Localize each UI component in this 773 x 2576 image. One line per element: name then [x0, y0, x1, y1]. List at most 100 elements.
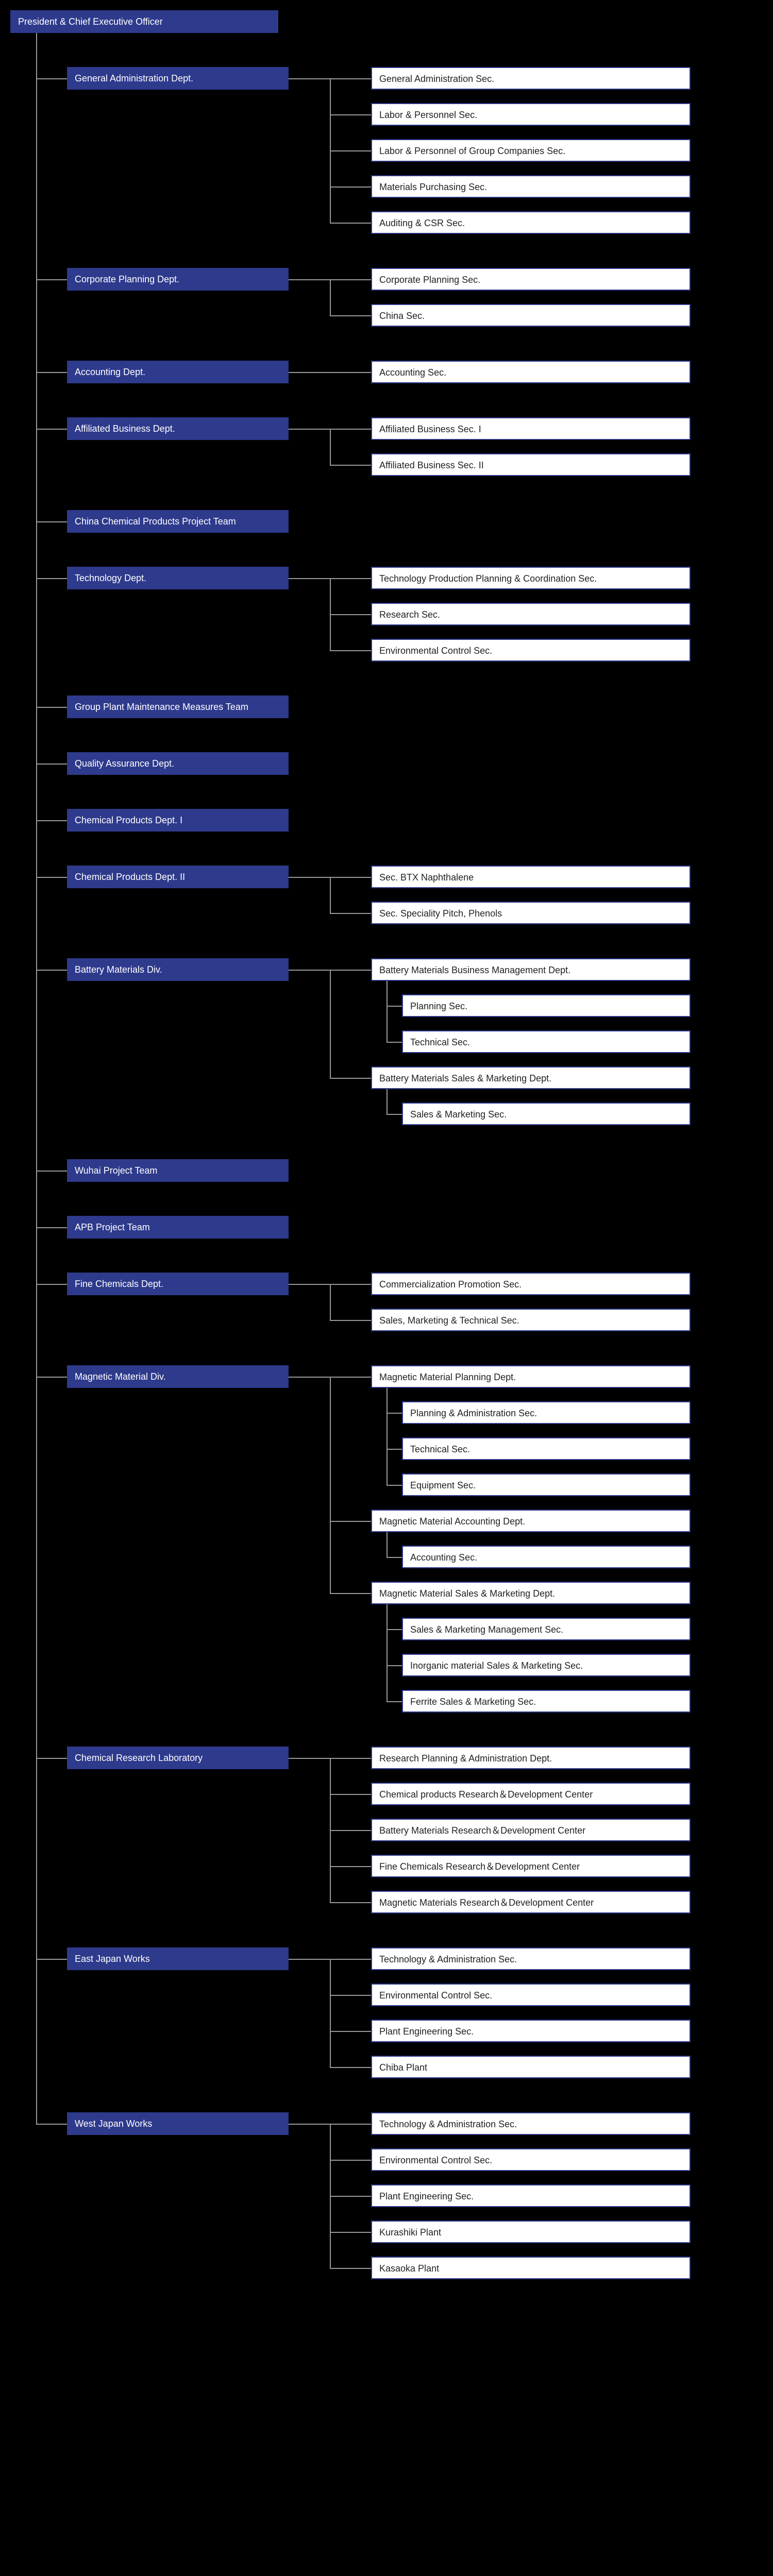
subsection-box: Inorganic material Sales & Marketing Sec…	[402, 1654, 691, 1676]
section-box: Kasaoka Plant	[371, 2257, 691, 2279]
section-box: Chemical products Research＆Development C…	[371, 1783, 691, 1805]
connector-h	[289, 578, 330, 579]
connector-h	[36, 764, 67, 765]
connector-h	[330, 1794, 371, 1795]
subsection-box: Accounting Sec.	[402, 1546, 691, 1568]
dept-box: APB Project Team	[67, 1216, 289, 1239]
section-box: Battery Materials Business Management De…	[371, 958, 691, 981]
connector-v	[386, 1532, 388, 1557]
dept-box: Accounting Dept.	[67, 361, 289, 383]
dept-box: China Chemical Products Project Team	[67, 510, 289, 533]
connector-h	[36, 429, 67, 430]
connector-h	[36, 877, 67, 878]
section-box: Magnetic Material Sales & Marketing Dept…	[371, 1582, 691, 1604]
section-box: Labor & Personnel of Group Companies Sec…	[371, 139, 691, 162]
dept-box: Fine Chemicals Dept.	[67, 1273, 289, 1295]
dept-box: Quality Assurance Dept.	[67, 752, 289, 775]
dept-box: Chemical Products Dept. II	[67, 866, 289, 888]
connector-h	[386, 1485, 402, 1486]
connector-h	[289, 877, 330, 878]
subsection-box: Equipment Sec.	[402, 1473, 691, 1496]
connector-h	[330, 2268, 371, 2269]
connector-h	[330, 315, 371, 316]
connector-h	[330, 465, 371, 466]
connector-h	[330, 1320, 371, 1321]
section-box: Magnetic Material Accounting Dept.	[371, 1510, 691, 1532]
dept-box: Battery Materials Div.	[67, 958, 289, 981]
connector-h	[36, 1171, 67, 1172]
section-box: Chiba Plant	[371, 2056, 691, 2078]
section-box: Affiliated Business Sec. II	[371, 453, 691, 476]
connector-h	[330, 2196, 371, 2197]
connector-h	[330, 1866, 371, 1867]
connector-h	[330, 1521, 371, 1522]
dept-box: Wuhai Project Team	[67, 1159, 289, 1182]
connector-h	[36, 1959, 67, 1960]
section-box: Fine Chemicals Research＆Development Cent…	[371, 1855, 691, 1877]
dept-box: East Japan Works	[67, 1947, 289, 1970]
connector-h	[386, 1449, 402, 1450]
connector-h	[330, 1902, 371, 1903]
subsection-box: Planning & Administration Sec.	[402, 1401, 691, 1424]
connector-h	[36, 372, 67, 373]
connector-h	[36, 521, 67, 522]
connector-h	[330, 150, 371, 151]
subsection-box: Sales & Marketing Management Sec.	[402, 1618, 691, 1640]
connector-v	[330, 1959, 331, 2067]
connector-h	[289, 279, 330, 280]
dept-box: General Administration Dept.	[67, 67, 289, 90]
connector-h	[386, 1042, 402, 1043]
connector-v	[386, 1089, 388, 1114]
connector-h	[289, 372, 330, 373]
connector-h	[330, 1593, 371, 1594]
section-box: Sec. Speciality Pitch, Phenols	[371, 902, 691, 924]
connector-v	[386, 981, 388, 1042]
dept-box: West Japan Works	[67, 2112, 289, 2135]
section-box: Affiliated Business Sec. I	[371, 417, 691, 440]
connector-h	[330, 2067, 371, 2068]
connector-h	[330, 2031, 371, 2032]
connector-v	[330, 877, 331, 913]
connector-h	[386, 1629, 402, 1630]
section-box: Research Sec.	[371, 603, 691, 625]
connector-h	[36, 707, 67, 708]
connector-h	[330, 614, 371, 615]
connector-h	[330, 187, 371, 188]
connector-h	[330, 1758, 371, 1759]
connector-h	[330, 877, 371, 878]
section-box: Plant Engineering Sec.	[371, 2020, 691, 2042]
connector-h	[330, 1377, 371, 1378]
connector-v	[386, 1604, 388, 1701]
dept-box: Affiliated Business Dept.	[67, 417, 289, 440]
section-box: Environmental Control Sec.	[371, 2148, 691, 2171]
connector-h	[330, 578, 371, 579]
section-box: Research Planning & Administration Dept.	[371, 1747, 691, 1769]
connector-h	[330, 78, 371, 79]
connector-h	[289, 2124, 330, 2125]
connector-h	[386, 1557, 402, 1558]
connector-h	[330, 223, 371, 224]
connector-h	[330, 429, 371, 430]
connector-h	[330, 279, 371, 280]
connector-h	[36, 1227, 67, 1228]
section-box: Corporate Planning Sec.	[371, 268, 691, 291]
connector-h	[386, 1006, 402, 1007]
dept-box: Technology Dept.	[67, 567, 289, 589]
section-box: Battery Materials Research＆Development C…	[371, 1819, 691, 1841]
section-box: Materials Purchasing Sec.	[371, 175, 691, 198]
section-box: Battery Materials Sales & Marketing Dept…	[371, 1066, 691, 1089]
section-box: Sec. BTX Naphthalene	[371, 866, 691, 888]
connector-v	[36, 33, 37, 2124]
dept-box: Group Plant Maintenance Measures Team	[67, 696, 289, 718]
connector-h	[36, 1377, 67, 1378]
dept-box: Corporate Planning Dept.	[67, 268, 289, 291]
subsection-box: Technical Sec.	[402, 1030, 691, 1053]
section-box: Technology Production Planning & Coordin…	[371, 567, 691, 589]
connector-h	[330, 1830, 371, 1831]
connector-h	[386, 1114, 402, 1115]
section-box: Sales, Marketing & Technical Sec.	[371, 1309, 691, 1331]
connector-v	[386, 1388, 388, 1485]
connector-h	[36, 1758, 67, 1759]
connector-v	[330, 1377, 331, 1593]
connector-h	[36, 970, 67, 971]
